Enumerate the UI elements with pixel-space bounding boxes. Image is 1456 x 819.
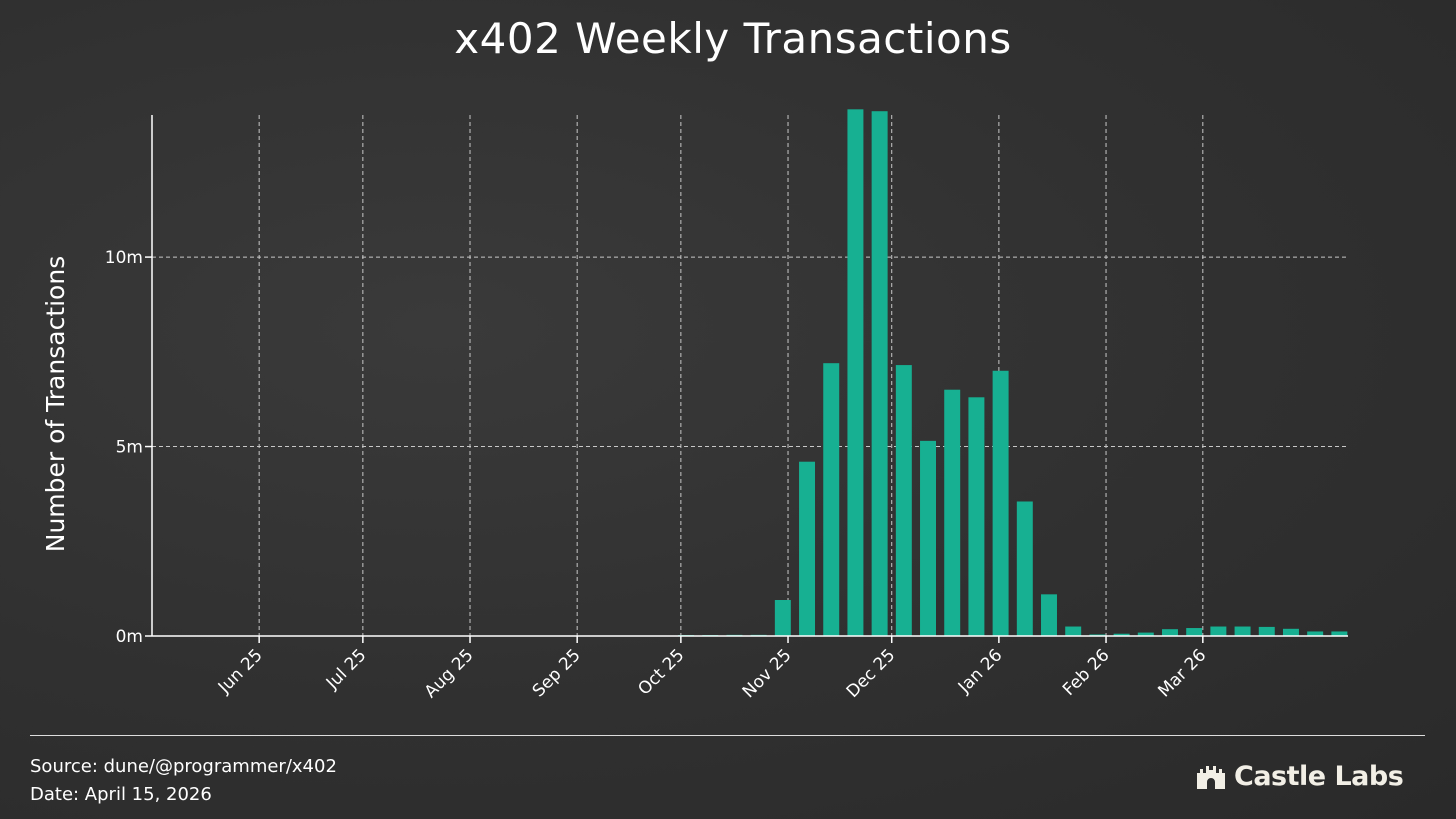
chart-title: x402 Weekly Transactions xyxy=(454,14,1012,63)
x-tick-label: Jun 25 xyxy=(214,645,267,698)
bar xyxy=(968,397,985,636)
x-tick-label: Oct 25 xyxy=(634,645,688,699)
brand-name: Castle Labs xyxy=(1234,760,1404,792)
bar xyxy=(1307,631,1324,636)
bar xyxy=(1041,594,1057,636)
bar xyxy=(920,440,937,636)
footer-divider xyxy=(30,735,1425,736)
bar xyxy=(799,461,816,636)
bar xyxy=(1161,629,1178,636)
x-tick-label: Mar 26 xyxy=(1154,645,1210,701)
bar xyxy=(895,365,912,636)
bar xyxy=(1113,633,1130,636)
bar xyxy=(992,370,1009,636)
bar xyxy=(1137,632,1154,636)
y-axis-label: Number of Transactions xyxy=(41,256,70,552)
brand-logo: Castle Labs xyxy=(1196,758,1404,794)
date-text: Date: April 15, 2026 xyxy=(30,784,212,805)
x-tick-label: Aug 25 xyxy=(421,645,478,702)
bar xyxy=(1282,628,1299,636)
bar xyxy=(847,109,864,637)
x-tick-label: Sep 25 xyxy=(529,645,585,701)
bar xyxy=(1065,626,1082,636)
bar xyxy=(1186,628,1203,636)
bar xyxy=(1258,626,1275,636)
bar-chart: 0m 5m 10m Jun 25 Jul 25 Aug 25 Sep 25 Oct 25 Nov… xyxy=(41,109,1348,702)
x-tick-label: Nov 25 xyxy=(739,645,796,702)
bar xyxy=(871,111,888,636)
bar xyxy=(1016,501,1033,636)
x-tick-label: Jul 25 xyxy=(322,645,370,693)
bars xyxy=(678,109,1348,637)
bar xyxy=(1234,626,1251,636)
x-tick-label: Jan 26 xyxy=(954,645,1007,698)
source-text: Source: dune/@programmer/x402 xyxy=(30,756,337,777)
bar xyxy=(1210,626,1227,636)
bar xyxy=(823,363,840,636)
castle-icon xyxy=(1197,766,1225,789)
bar xyxy=(944,389,961,636)
axes xyxy=(145,115,1348,643)
bar xyxy=(1089,634,1106,636)
y-tick-label: 0m xyxy=(116,627,143,647)
grid-lines xyxy=(152,115,1348,636)
y-tick-label: 10m xyxy=(105,248,143,268)
x-tick-label: Dec 25 xyxy=(843,645,900,702)
x-tick-label: Feb 26 xyxy=(1059,645,1114,700)
bar xyxy=(774,600,791,636)
bar xyxy=(1331,631,1348,636)
y-tick-label: 5m xyxy=(116,438,143,458)
